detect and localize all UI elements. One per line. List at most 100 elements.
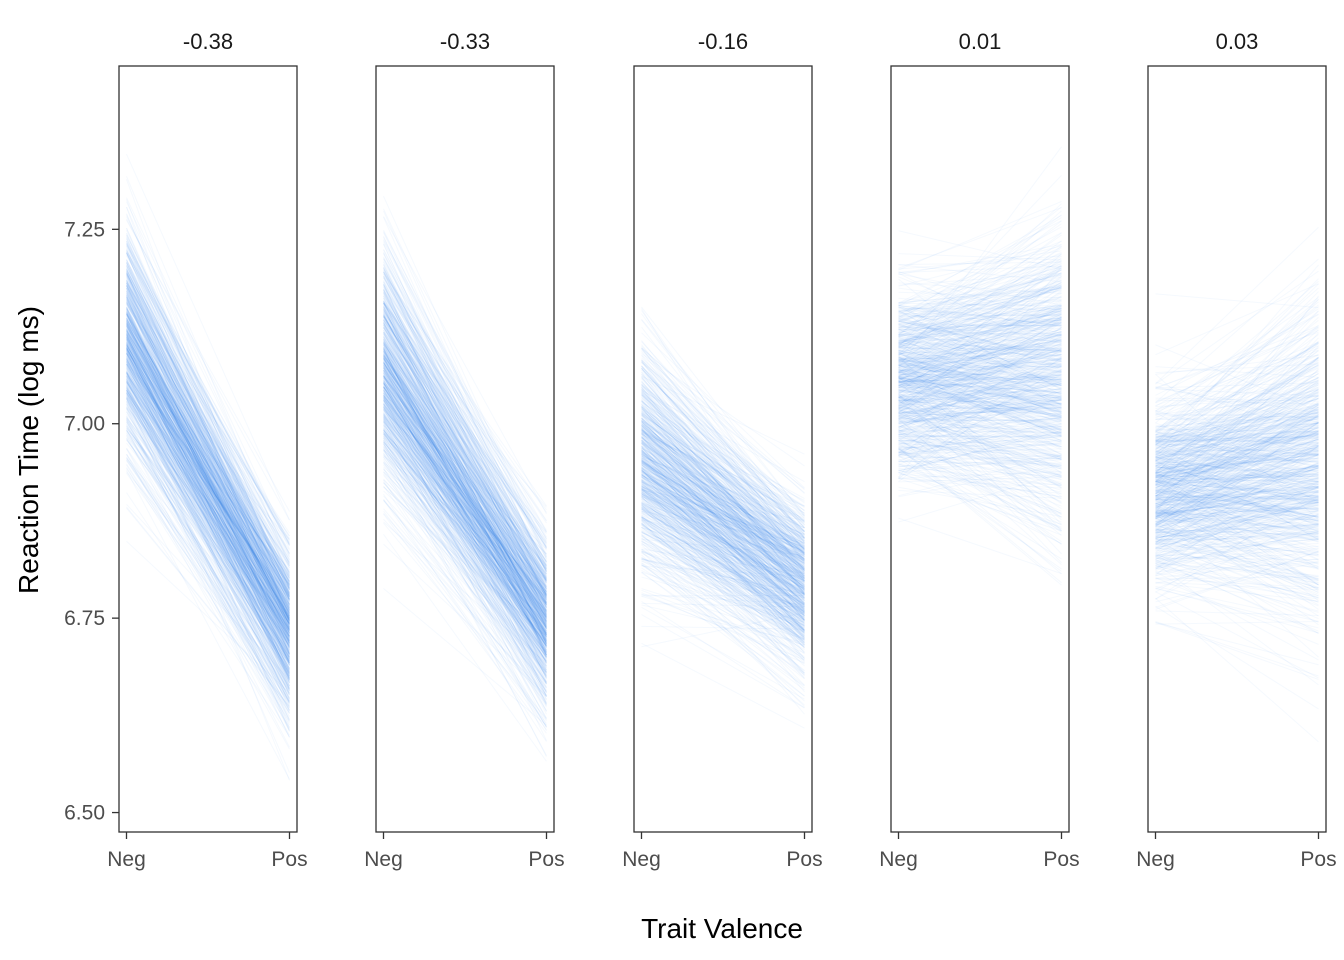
posterior-draw-line [383, 362, 547, 616]
posterior-draw-line [1155, 411, 1319, 502]
posterior-draw-line [126, 347, 290, 662]
posterior-draw-line [126, 353, 290, 611]
posterior-draw-line [1155, 522, 1319, 536]
posterior-draw-line [1155, 485, 1319, 519]
posterior-draw-line [126, 369, 290, 650]
posterior-draw-line [1155, 354, 1319, 375]
posterior-draw-line [641, 458, 805, 588]
posterior-draw-line [641, 467, 805, 632]
posterior-draw-line [641, 433, 805, 612]
posterior-draw-line [383, 358, 547, 635]
posterior-draw-line [641, 625, 805, 630]
posterior-draw-line [641, 540, 805, 626]
posterior-draw-line [383, 376, 547, 647]
posterior-draw-line [383, 412, 547, 629]
posterior-draw-line [383, 392, 547, 636]
posterior-draw-line [641, 483, 805, 609]
posterior-draw-line [898, 395, 1062, 402]
posterior-draw-line [383, 414, 547, 642]
posterior-draw-line [126, 348, 290, 590]
posterior-draw-line [898, 351, 1062, 432]
posterior-draw-line [641, 485, 805, 580]
posterior-draw-line [383, 400, 547, 643]
posterior-draw-line [126, 372, 290, 673]
posterior-draw-line [641, 401, 805, 514]
posterior-draw-line [126, 301, 290, 554]
posterior-draw-line [898, 334, 1062, 429]
posterior-draw-line [126, 306, 290, 657]
posterior-draw-line [1155, 562, 1319, 577]
posterior-draw-line [1155, 532, 1319, 537]
posterior-draw-line [1155, 499, 1319, 570]
posterior-draw-line [126, 370, 290, 625]
posterior-draw-line [383, 408, 547, 663]
posterior-draw-line [898, 400, 1062, 425]
posterior-draw-line [383, 355, 547, 671]
posterior-draw-line [126, 336, 290, 601]
posterior-draw-line [641, 466, 805, 557]
posterior-draw-line [126, 357, 290, 678]
posterior-draw-line [898, 336, 1062, 457]
posterior-draw-line [898, 304, 1062, 334]
posterior-draw-line [126, 246, 290, 564]
posterior-draw-line [126, 387, 290, 694]
posterior-draw-line [641, 537, 805, 630]
posterior-draw-line [898, 413, 1062, 458]
posterior-draw-line [641, 426, 805, 554]
posterior-draw-line [1155, 410, 1319, 457]
posterior-draw-line [898, 363, 1062, 419]
posterior-draw-line [126, 348, 290, 656]
posterior-draw-line [898, 267, 1062, 373]
posterior-draw-line [898, 370, 1062, 417]
posterior-draw-line [641, 569, 805, 647]
posterior-draw-line [1155, 510, 1319, 521]
posterior-draw-line [898, 290, 1062, 317]
posterior-draw-line [641, 470, 805, 567]
posterior-draw-line [898, 328, 1062, 406]
posterior-draw-line [1155, 475, 1319, 482]
posterior-draw-line [1155, 493, 1319, 539]
posterior-draw-line [641, 521, 805, 622]
posterior-draw-line [898, 313, 1062, 389]
posterior-draw-line [898, 413, 1062, 464]
posterior-draw-line [898, 368, 1062, 521]
posterior-draw-line [898, 375, 1062, 423]
posterior-draw-line [126, 363, 290, 613]
posterior-draw-line [898, 273, 1062, 314]
posterior-draw-line [898, 376, 1062, 498]
posterior-draw-line [641, 423, 805, 594]
posterior-draw-line [126, 447, 290, 684]
posterior-draw-line [1155, 464, 1319, 513]
posterior-draw-line [898, 430, 1062, 472]
posterior-draw-line [126, 311, 290, 622]
posterior-draw-line [1155, 480, 1319, 575]
posterior-draw-line [383, 428, 547, 669]
posterior-draw-line [641, 470, 805, 610]
posterior-draw-line [898, 395, 1062, 448]
posterior-draw-line [1155, 475, 1319, 505]
posterior-draw-line [898, 340, 1062, 363]
posterior-draw-line [1155, 354, 1319, 430]
posterior-draw-line [1155, 422, 1319, 495]
posterior-draw-line [641, 479, 805, 579]
posterior-draw-line [383, 338, 547, 678]
posterior-draw-line [1155, 421, 1319, 486]
posterior-draw-line [126, 442, 290, 646]
posterior-draw-line [641, 405, 805, 570]
posterior-draw-line [383, 327, 547, 561]
posterior-draw-line [898, 361, 1062, 405]
posterior-draw-line [641, 508, 805, 577]
posterior-draw-line [641, 480, 805, 638]
posterior-draw-line [898, 324, 1062, 330]
posterior-draw-line [898, 384, 1062, 389]
posterior-draw-line [898, 408, 1062, 485]
posterior-draw-line [898, 446, 1062, 584]
posterior-draw-line [1155, 466, 1319, 493]
posterior-draw-line [898, 391, 1062, 400]
posterior-draw-line [1155, 416, 1319, 459]
posterior-draw-line [1155, 414, 1319, 497]
posterior-draw-line [898, 355, 1062, 531]
posterior-draw-line [126, 285, 290, 677]
posterior-draw-line [383, 329, 547, 615]
posterior-draw-line [126, 380, 290, 669]
